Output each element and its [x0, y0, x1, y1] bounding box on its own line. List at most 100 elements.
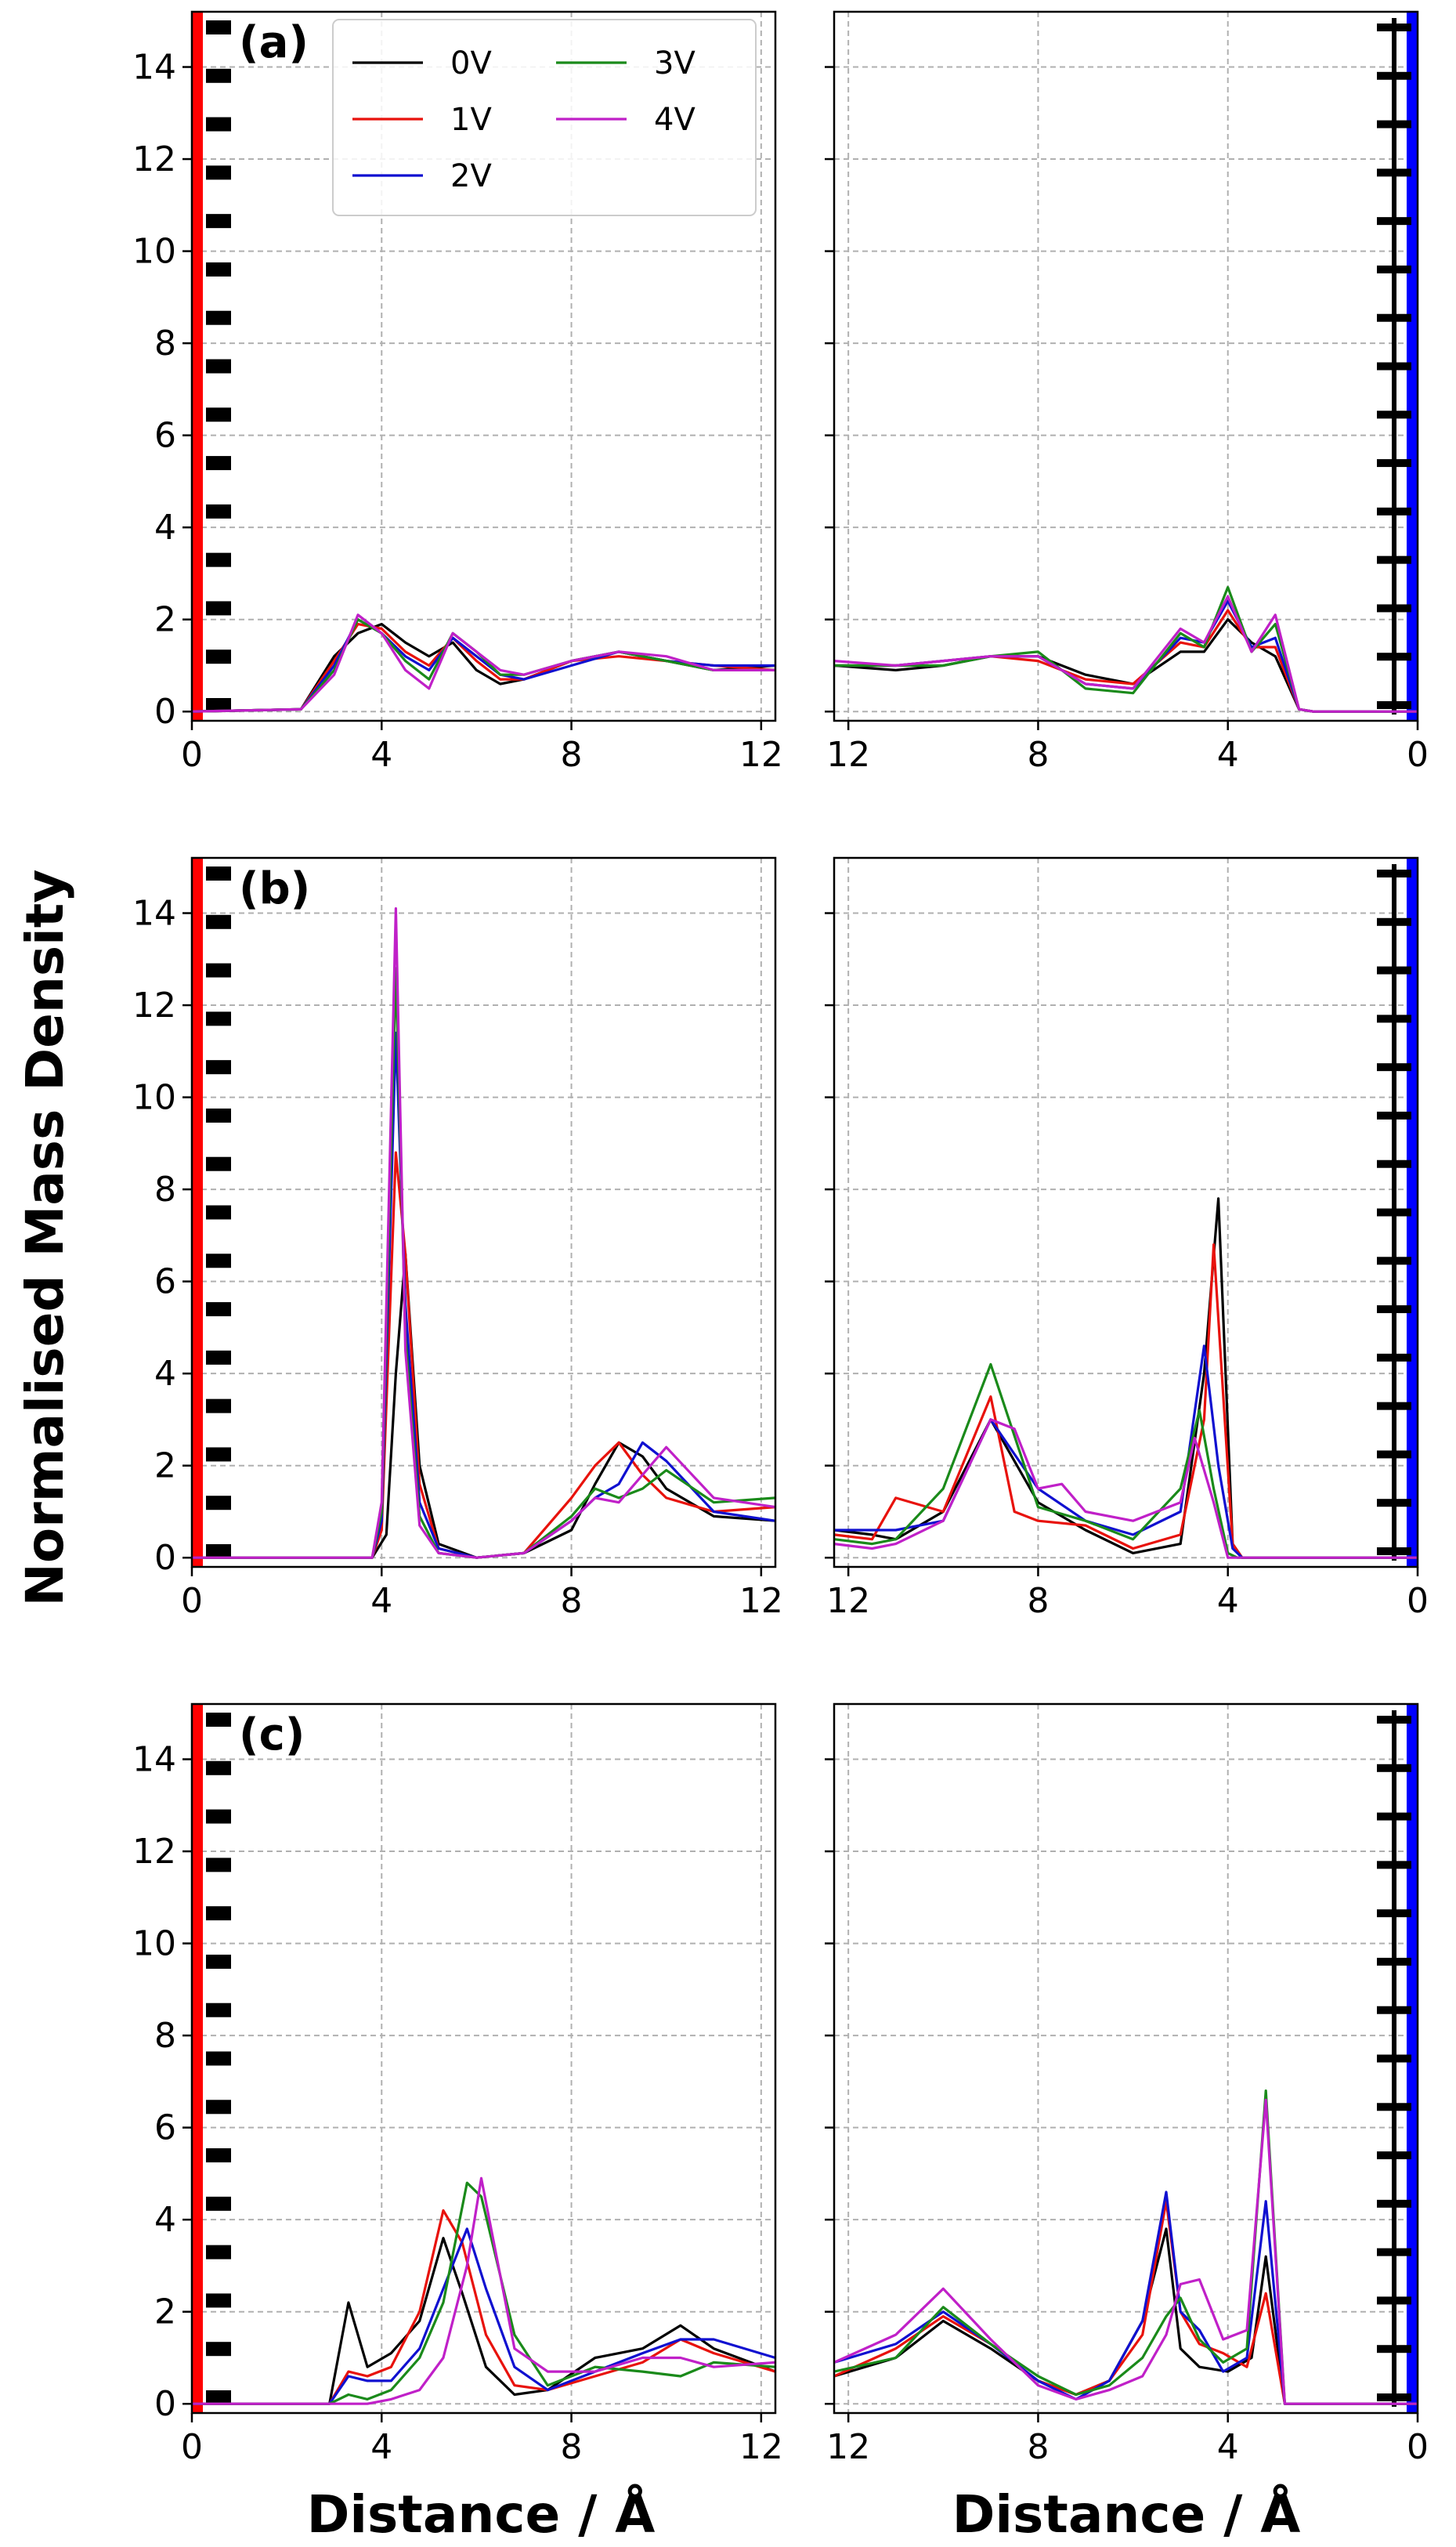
- negative-electrode: [192, 858, 203, 1567]
- series-line-0V: [834, 1197, 1418, 1559]
- y-tick-label: 8: [154, 324, 176, 364]
- x-tick-label: 12: [826, 2427, 870, 2467]
- legend-box: [332, 19, 757, 216]
- x-tick-label: 8: [1027, 2427, 1049, 2467]
- series-line-1V: [192, 2209, 775, 2405]
- plus-sign-icon: [1377, 1716, 1411, 1724]
- plus-sign-icon: [1377, 313, 1411, 322]
- plus-sign-icon: [1377, 1160, 1411, 1168]
- minus-sign-icon: [206, 1809, 231, 1824]
- minus-sign-icon: [206, 1858, 231, 1872]
- x-tick-label: 12: [739, 2427, 783, 2467]
- series-line-2V: [834, 599, 1418, 713]
- plus-sign-icon: [1377, 1764, 1411, 1772]
- plus-sign-icon: [1377, 1353, 1411, 1362]
- plus-sign-icon: [1377, 1111, 1411, 1120]
- minus-sign-icon: [206, 2293, 231, 2308]
- minus-sign-icon: [206, 2342, 231, 2357]
- y-tick-label: 14: [132, 48, 176, 88]
- x-tick-label: 4: [370, 2427, 392, 2467]
- minus-sign-icon: [206, 1108, 231, 1123]
- minus-sign-icon: [206, 504, 231, 519]
- series-line-4V: [192, 906, 775, 1559]
- minus-sign-icon: [206, 914, 231, 929]
- y-tick-label: 10: [132, 1078, 176, 1118]
- minus-sign-icon: [206, 165, 231, 180]
- plus-sign-icon: [1377, 1547, 1411, 1555]
- x-tick-label: 4: [1217, 2427, 1239, 2467]
- positive-electrode: [1407, 12, 1418, 721]
- minus-sign-icon: [206, 68, 231, 83]
- plus-sign-icon: [1377, 1402, 1411, 1410]
- y-tick-label: 14: [132, 894, 176, 934]
- x-tick-label: 0: [181, 735, 203, 775]
- plus-sign-icon: [1377, 2151, 1411, 2160]
- plus-sign-icon: [1377, 1305, 1411, 1314]
- minus-sign-icon: [206, 1954, 231, 1969]
- series-line-1V: [192, 622, 775, 713]
- panel-5: 0 4 8 12 0 2 4 6 8 10 12 14 (c): [132, 1702, 783, 2467]
- plus-sign-icon: [1377, 1450, 1411, 1459]
- plus-sign-icon: [1377, 362, 1411, 371]
- series-line-4V: [834, 2098, 1418, 2405]
- y-tick-label: 4: [154, 508, 176, 548]
- plus-sign-icon: [1377, 2054, 1411, 2063]
- positive-electrode: [1407, 1704, 1418, 2413]
- minus-sign-icon: [206, 2051, 231, 2066]
- x-tick-label: 0: [1407, 1581, 1429, 1621]
- plus-sign-icon: [1377, 1063, 1411, 1072]
- series-line-4V: [834, 1418, 1418, 1559]
- series-line-2V: [834, 1344, 1418, 1559]
- x-tick-label: 0: [181, 1581, 203, 1621]
- plot-frame: [833, 856, 1419, 1568]
- minus-sign-icon: [206, 310, 231, 325]
- x-tick-label: 4: [1217, 735, 1239, 775]
- panel-label: (c): [239, 1709, 305, 1760]
- series-line-3V: [192, 2181, 775, 2405]
- plus-sign-icon: [1377, 1957, 1411, 1966]
- plus-sign-icon: [1377, 1257, 1411, 1265]
- panel-label: (a): [239, 17, 309, 68]
- y-tick-label: 6: [154, 2108, 176, 2148]
- x-tick-label: 4: [370, 735, 392, 775]
- plus-sign-icon: [1377, 459, 1411, 468]
- y-tick-label: 0: [154, 692, 176, 732]
- panel-2: 12 8 4 0: [825, 10, 1429, 775]
- series-line-3V: [834, 1362, 1418, 1559]
- x-tick-label: 12: [826, 735, 870, 775]
- x-tick-label: 12: [826, 1581, 870, 1621]
- plus-sign-icon: [1377, 71, 1411, 80]
- minus-sign-icon: [206, 407, 231, 422]
- plus-sign-icon: [1377, 966, 1411, 975]
- plot-frame: [190, 1702, 777, 2415]
- plot-frame: [190, 10, 777, 722]
- plus-sign-icon: [1377, 2248, 1411, 2256]
- legend-label-2V: 2V: [450, 158, 492, 194]
- series-line-1V: [192, 1151, 775, 1559]
- plus-sign-icon: [1377, 2345, 1411, 2353]
- minus-sign-icon: [206, 1060, 231, 1075]
- negative-electrode: [192, 1704, 203, 2413]
- plus-sign-icon: [1377, 2296, 1411, 2305]
- minus-sign-icon: [206, 1205, 231, 1220]
- legend-label-1V: 1V: [450, 102, 492, 138]
- minus-sign-icon: [206, 2245, 231, 2259]
- series-line-1V: [834, 2200, 1418, 2405]
- plus-sign-icon: [1377, 217, 1411, 226]
- series-line-4V: [834, 595, 1418, 713]
- minus-sign-icon: [206, 1544, 231, 1558]
- y-tick-label: 8: [154, 1170, 176, 1210]
- minus-sign-icon: [206, 1760, 231, 1775]
- legend: 0V 1V 2V 3V 4V: [332, 19, 757, 216]
- minus-sign-icon: [206, 866, 231, 881]
- x-tick-label: 8: [1027, 1581, 1049, 1621]
- plus-sign-icon: [1377, 653, 1411, 661]
- x-tick-label: 4: [370, 1581, 392, 1621]
- panel-1: 0 4 8 12 0 2 4 6 8 10 12 14 (a) 0V 1V 2V 3V 4V: [132, 10, 783, 775]
- minus-sign-icon: [206, 456, 231, 471]
- minus-sign-icon: [206, 552, 231, 567]
- plus-sign-icon: [1377, 701, 1411, 709]
- series-line-1V: [834, 1243, 1418, 1559]
- x-axis-label-left: Distance / Å: [307, 2484, 656, 2545]
